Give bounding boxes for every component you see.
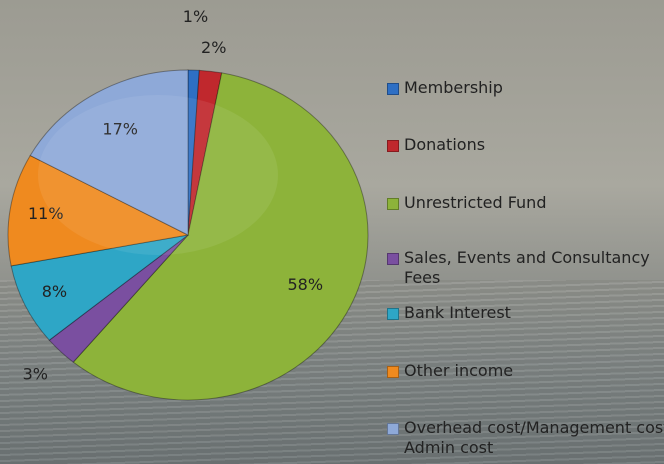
legend-swatch [387,308,399,320]
legend-swatch [387,198,399,210]
legend-label: Membership [404,78,503,97]
legend-item: Donations [387,135,664,155]
page: 1% 2% 58% 3% 8% 11% 17% Membership Donations Unr… [0,0,664,464]
legend-label: Unrestricted Fund [404,193,546,212]
legend-label: Other income [404,361,513,380]
legend-item: Overhead cost/Management cost/ Admin cos… [387,418,664,458]
legend-label: Sales, Events and Consultancy Fees [404,248,650,287]
chart: 1% 2% 58% 3% 8% 11% 17% [0,0,664,464]
legend-label: Overhead cost/Management cost/ Admin cos… [404,418,664,457]
legend-label: Donations [404,135,485,154]
data-label: 2% [201,38,226,57]
legend-item: Sales, Events and Consultancy Fees [387,248,664,288]
legend-swatch [387,366,399,378]
data-label: 17% [102,119,138,138]
legend-item: Other income [387,361,664,381]
legend-item: Unrestricted Fund [387,193,664,213]
data-label: 58% [287,275,323,294]
legend-item: Bank Interest [387,303,664,323]
data-label: 1% [183,7,208,26]
legend-label: Bank Interest [404,303,511,322]
data-label: 3% [23,365,48,384]
data-label: 8% [42,282,67,301]
data-label: 11% [28,204,64,223]
legend-swatch [387,83,399,95]
legend-swatch [387,423,399,435]
legend-item: Membership [387,78,664,98]
legend-swatch [387,140,399,152]
legend-swatch [387,253,399,265]
